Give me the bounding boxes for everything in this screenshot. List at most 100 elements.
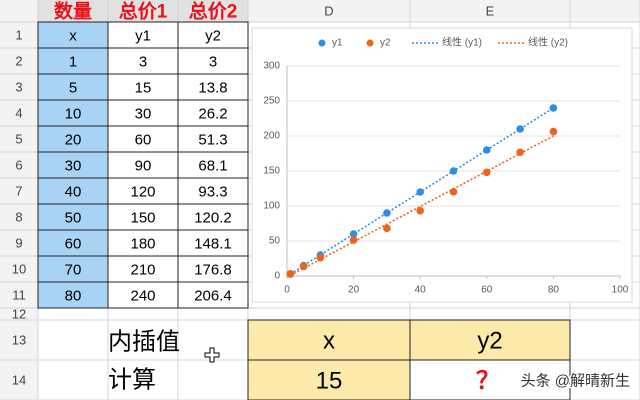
row-header: 7 [15,184,22,199]
x-tick-label: 40 [415,285,427,296]
cell-text: 3 [139,54,147,71]
x-tick-label: 60 [481,285,493,296]
data-point [383,224,391,233]
table-cell [37,151,109,179]
data-point [549,104,558,112]
column-header-overlay: 总价1 [119,0,168,23]
x-tick-label: 80 [548,285,560,296]
cell-text: x [69,28,77,45]
row-header: 10 [12,262,26,277]
cell-text: 3 [209,54,217,71]
table-cell [177,281,249,309]
column-header-overlay: 总价2 [189,0,238,23]
data-point [516,125,524,133]
table-cell [107,47,179,75]
table-cell [177,47,249,75]
data-point [449,188,458,196]
cell-text: 40 [65,184,82,201]
table-cell [37,203,109,231]
data-point [299,262,308,271]
row-header: 11 [12,288,26,303]
table-cell [177,177,249,205]
row-header-bar [0,22,38,400]
cell-text: 180 [130,236,155,253]
legend-label: 线性 (y1) [442,36,482,49]
cell-text: 176.8 [194,262,232,279]
legend-label: y2 [380,38,391,49]
table-cell [37,125,109,153]
table-cell [177,151,249,179]
input-cell [409,359,571,400]
cell-text: 50 [65,210,82,227]
x-tick-label: 20 [348,285,360,296]
data-point [416,206,425,215]
cell-text: 150 [130,210,155,227]
cell-text: 60 [135,132,152,149]
trendline [289,135,554,276]
cell-text: 20 [65,132,82,149]
chart-area [251,27,633,303]
table-cell [107,255,179,283]
cell-text: 60 [65,236,82,253]
table-cell [177,255,249,283]
cell-text: y2 [477,328,502,355]
table-cell [177,203,249,231]
table-cell [107,281,179,309]
cell-text: y1 [135,28,151,45]
y-tick-label: 100 [263,201,280,212]
cell-text: 5 [69,80,77,97]
data-point [349,230,358,238]
cell-text: y2 [205,28,221,45]
row-header: 2 [15,54,22,69]
cursor-cross [204,347,220,363]
legend-marker [366,39,374,47]
table-cell [177,125,249,153]
cursor [204,347,220,363]
cell-text: x [323,328,335,355]
legend-label: 线性 (y2) [528,36,568,49]
input-cell [247,319,411,361]
table-cell [107,125,179,153]
data-point [349,236,358,244]
cell-text: ？ [476,368,500,395]
data-point [416,188,425,196]
cell-text: 120.2 [194,210,232,227]
row-header: 5 [15,132,22,147]
cell-text: 15 [316,368,343,395]
cell-text: 80 [65,288,82,305]
cell-text: 240 [130,288,155,305]
legend-label: y1 [332,38,343,49]
cell-text: 10 [65,106,82,123]
y-tick-label: 200 [263,131,280,142]
cell-text: 120 [130,184,155,201]
data-point [549,127,558,136]
row-header: 3 [15,80,22,95]
data-point [286,270,295,278]
row-header: 1 [15,28,22,43]
table-cell [37,255,109,283]
cell-text: 90 [135,158,152,175]
cell-text: 30 [65,158,82,175]
row-header: 8 [15,210,22,225]
column-header: D [324,4,333,19]
row-header: 6 [15,158,22,173]
interpolation-title: 计算 [108,367,156,394]
cell-text: 210 [130,262,155,279]
y-tick-label: 300 [263,61,280,72]
chart: 0 50 100 150 200 250 300 0 20 40 60 80 100 y1 y2 线性 (y1… [251,27,633,303]
cell-text: 1 [69,54,77,71]
y-tick-label: 50 [269,236,281,247]
legend-marker [318,39,326,47]
data-point [316,253,325,262]
data-point [483,168,491,177]
y-tick-label: 0 [274,271,280,282]
cell-text: 70 [65,262,82,279]
data-point [483,146,491,154]
cell-text: 68.1 [198,158,227,175]
data-point [449,167,458,175]
row-header: 13 [12,333,26,348]
cell-text: 51.3 [198,132,227,149]
table-cell [37,281,109,309]
cell-text: 26.2 [198,106,227,123]
cell-text: 30 [135,106,152,123]
